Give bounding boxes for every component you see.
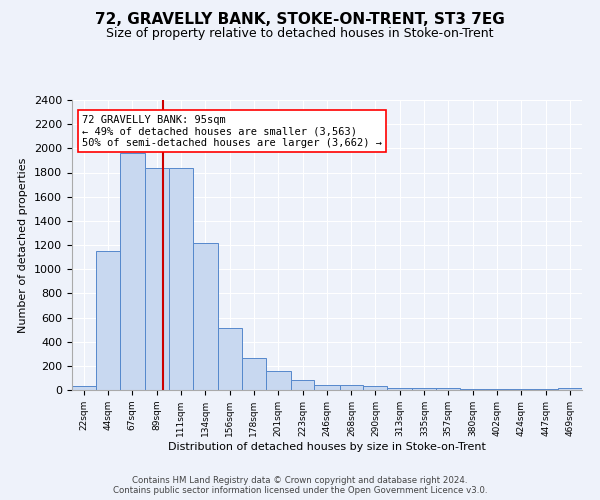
Bar	[242, 358, 266, 390]
Bar	[266, 372, 290, 390]
Text: 72 GRAVELLY BANK: 95sqm
← 49% of detached houses are smaller (3,563)
50% of semi: 72 GRAVELLY BANK: 95sqm ← 49% of detache…	[82, 114, 382, 148]
Bar	[388, 388, 412, 390]
Bar	[290, 380, 314, 390]
Bar	[364, 386, 388, 390]
Bar	[72, 386, 96, 390]
Y-axis label: Number of detached properties: Number of detached properties	[19, 158, 28, 332]
Bar	[169, 168, 193, 390]
Text: Size of property relative to detached houses in Stoke-on-Trent: Size of property relative to detached ho…	[106, 28, 494, 40]
Bar	[340, 385, 364, 390]
Bar	[218, 328, 242, 390]
Bar	[120, 153, 145, 390]
Bar	[193, 242, 218, 390]
Bar	[314, 384, 340, 390]
Text: Contains HM Land Registry data © Crown copyright and database right 2024.
Contai: Contains HM Land Registry data © Crown c…	[113, 476, 487, 495]
Bar	[412, 388, 436, 390]
Bar	[436, 388, 460, 390]
Bar	[558, 388, 582, 390]
Bar	[460, 389, 485, 390]
Bar	[485, 389, 509, 390]
Bar	[145, 168, 169, 390]
Bar	[96, 251, 120, 390]
X-axis label: Distribution of detached houses by size in Stoke-on-Trent: Distribution of detached houses by size …	[168, 442, 486, 452]
Text: 72, GRAVELLY BANK, STOKE-ON-TRENT, ST3 7EG: 72, GRAVELLY BANK, STOKE-ON-TRENT, ST3 7…	[95, 12, 505, 28]
